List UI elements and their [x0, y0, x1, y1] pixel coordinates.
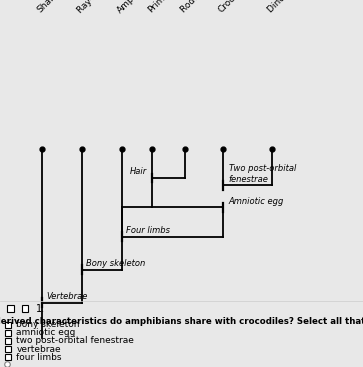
Text: Bony skeleton: Bony skeleton [86, 259, 145, 268]
Text: Two post-orbital
fenestrae: Two post-orbital fenestrae [229, 164, 296, 184]
Text: Crocodiles: Crocodiles [217, 0, 257, 15]
Text: Ray-finned fish: Ray-finned fish [75, 0, 130, 15]
Text: Four limbs: Four limbs [126, 226, 170, 235]
Bar [5, 330, 11, 336]
Text: bony skeleton: bony skeleton [16, 320, 80, 329]
Text: amniotic egg: amniotic egg [16, 328, 76, 337]
Text: 1.: 1. [36, 304, 45, 314]
Bar [5, 346, 11, 352]
Bar [5, 338, 11, 344]
Text: Rodents & rabbits: Rodents & rabbits [179, 0, 242, 15]
Text: Amniotic egg: Amniotic egg [229, 196, 284, 206]
Bar [22, 305, 28, 312]
Text: Sharks: Sharks [35, 0, 64, 15]
Text: Dinosaurs and birds: Dinosaurs and birds [266, 0, 336, 15]
Text: What derived characteristics do amphibians share with crocodiles? Select all tha: What derived characteristics do amphibia… [0, 317, 363, 326]
Text: Amphibians: Amphibians [115, 0, 159, 15]
Bar [5, 354, 11, 360]
Text: two post-orbital fenestrae: two post-orbital fenestrae [16, 337, 134, 345]
Text: Hair: Hair [130, 167, 147, 176]
Bar [5, 322, 11, 328]
Bar [7, 305, 14, 312]
Text: four limbs: four limbs [16, 353, 62, 361]
Text: vertebrae: vertebrae [16, 345, 61, 353]
Text: Vertebrae: Vertebrae [46, 292, 87, 301]
Text: Primates: Primates [146, 0, 180, 15]
